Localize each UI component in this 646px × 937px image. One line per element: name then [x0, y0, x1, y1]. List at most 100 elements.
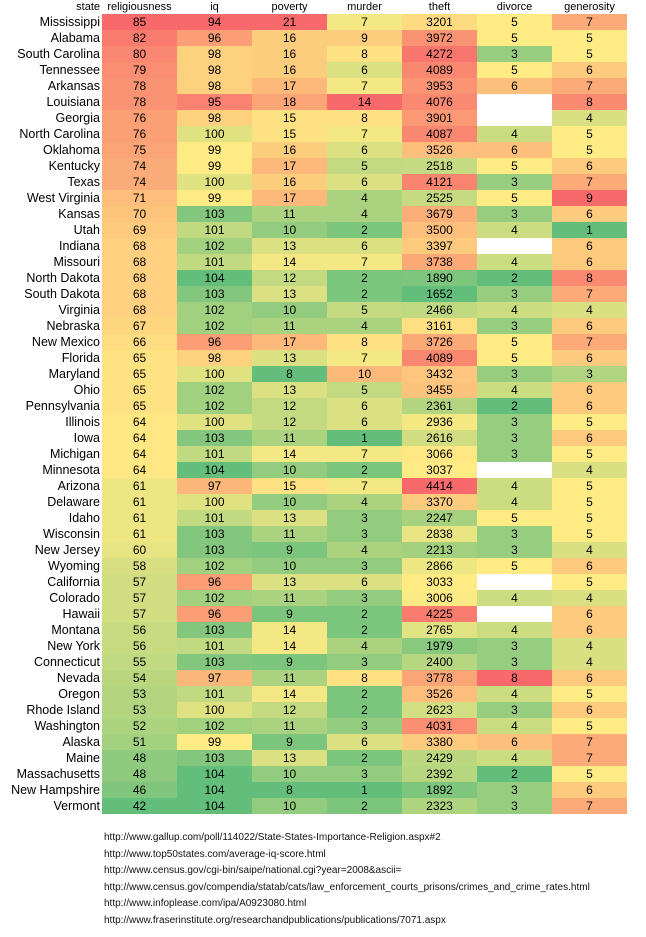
- cell-religiousness: 42: [102, 798, 177, 814]
- cell-divorce: 5: [477, 190, 552, 206]
- cell-religiousness: 48: [102, 750, 177, 766]
- cell-divorce: 3: [477, 542, 552, 558]
- cell-generosity: 8: [552, 270, 627, 286]
- cell-iq: 98: [177, 62, 252, 78]
- source-link[interactable]: http://www.gallup.com/poll/114022/State-…: [104, 832, 441, 843]
- source-link[interactable]: http://www.top50states.com/average-iq-sc…: [104, 848, 326, 860]
- cell-murder: 2: [327, 462, 402, 478]
- cell-generosity: 7: [552, 14, 627, 30]
- cell-poverty: 16: [252, 62, 327, 78]
- source-link[interactable]: http://www.infoplease.com/ipa/A0923080.h…: [104, 898, 307, 909]
- cell-generosity: 7: [552, 286, 627, 302]
- source-link[interactable]: http://www.fraserinstitute.org/researcha…: [104, 914, 446, 926]
- cell-divorce: 4: [477, 302, 552, 318]
- cell-murder: 1: [327, 430, 402, 446]
- cell-theft: 3455: [402, 382, 477, 398]
- cell-theft: 3901: [402, 110, 477, 126]
- cell-theft: 3500: [402, 222, 477, 238]
- cell-murder: 14: [327, 94, 402, 110]
- cell-iq: 96: [177, 574, 252, 590]
- cell-poverty: 13: [252, 382, 327, 398]
- source-link[interactable]: http://www.census.gov/cgi-bin/saipe/nati…: [104, 865, 402, 876]
- cell-iq: 100: [177, 126, 252, 142]
- cell-iq: 104: [177, 782, 252, 798]
- cell-murder: 2: [327, 222, 402, 238]
- cell-iq: 99: [177, 142, 252, 158]
- cell-theft: 2525: [402, 190, 477, 206]
- cell-religiousness: 53: [102, 702, 177, 718]
- cell-murder: 3: [327, 718, 402, 734]
- table-row: Kentucky 74 99 17 5 2518 5 6: [0, 158, 627, 174]
- cell-divorce: 5: [477, 158, 552, 174]
- cell-murder: 6: [327, 62, 402, 78]
- cell-murder: 7: [327, 446, 402, 462]
- cell-generosity: 6: [552, 670, 627, 686]
- table-row: Oregon 53 101 14 2 3526 4 5: [0, 686, 627, 702]
- cell-theft: 2247: [402, 510, 477, 526]
- cell-generosity: 4: [552, 110, 627, 126]
- cell-poverty: 11: [252, 318, 327, 334]
- cell-theft: 2623: [402, 702, 477, 718]
- cell-divorce: 8: [477, 670, 552, 686]
- cell-religiousness: 65: [102, 382, 177, 398]
- cell-divorce: 5: [477, 30, 552, 46]
- cell-poverty: 15: [252, 478, 327, 494]
- cell-generosity: 6: [552, 382, 627, 398]
- cell-murder: 4: [327, 206, 402, 222]
- cell-theft: 2323: [402, 798, 477, 814]
- cell-iq: 101: [177, 638, 252, 654]
- header-row: state religiousness iq poverty murder th…: [0, 0, 627, 14]
- cell-poverty: 12: [252, 270, 327, 286]
- table-row: Idaho 61 101 13 3 2247 5 5: [0, 510, 627, 526]
- cell-murder: 7: [327, 478, 402, 494]
- cell-theft: 3380: [402, 734, 477, 750]
- cell-divorce: 4: [477, 590, 552, 606]
- cell-poverty: 17: [252, 78, 327, 94]
- state-name: New Mexico: [0, 334, 102, 350]
- cell-poverty: 8: [252, 782, 327, 798]
- cell-generosity: 5: [552, 446, 627, 462]
- cell-murder: 4: [327, 542, 402, 558]
- cell-murder: 2: [327, 702, 402, 718]
- cell-generosity: 4: [552, 590, 627, 606]
- cell-generosity: 6: [552, 606, 627, 622]
- cell-divorce: 6: [477, 78, 552, 94]
- state-name: Massachusetts: [0, 766, 102, 782]
- cell-divorce: 4: [477, 686, 552, 702]
- state-name: New Jersey: [0, 542, 102, 558]
- cell-generosity: 5: [552, 30, 627, 46]
- cell-theft: 1890: [402, 270, 477, 286]
- table-row: Illinois 64 100 12 6 2936 3 5: [0, 414, 627, 430]
- cell-iq: 102: [177, 382, 252, 398]
- cell-religiousness: 54: [102, 670, 177, 686]
- cell-divorce: 3: [477, 702, 552, 718]
- column-header-murder: murder: [347, 1, 382, 13]
- cell-murder: 7: [327, 78, 402, 94]
- cell-religiousness: 61: [102, 494, 177, 510]
- table-row: Connecticut 55 103 9 3 2400 3 4: [0, 654, 627, 670]
- cell-generosity: 4: [552, 302, 627, 318]
- cell-theft: 2838: [402, 526, 477, 542]
- cell-religiousness: 57: [102, 606, 177, 622]
- cell-religiousness: 82: [102, 30, 177, 46]
- cell-divorce: 3: [477, 782, 552, 798]
- source-link[interactable]: http://www.census.gov/compendia/statab/c…: [104, 881, 590, 893]
- state-name: Indiana: [0, 238, 102, 254]
- cell-divorce: 3: [477, 638, 552, 654]
- cell-murder: 3: [327, 510, 402, 526]
- cell-murder: 6: [327, 734, 402, 750]
- table-row: Virginia 68 102 10 5 2466 4 4: [0, 302, 627, 318]
- cell-generosity: 7: [552, 174, 627, 190]
- cell-divorce: 3: [477, 318, 552, 334]
- cell-religiousness: 57: [102, 574, 177, 590]
- cell-poverty: 11: [252, 206, 327, 222]
- table-row: Arkansas 78 98 17 7 3953 6 7: [0, 78, 627, 94]
- cell-theft: 3679: [402, 206, 477, 222]
- cell-theft: 4121: [402, 174, 477, 190]
- cell-iq: 100: [177, 174, 252, 190]
- state-name: Florida: [0, 350, 102, 366]
- state-name: Hawaii: [0, 606, 102, 622]
- cell-iq: 97: [177, 670, 252, 686]
- cell-murder: 2: [327, 286, 402, 302]
- cell-generosity: 6: [552, 622, 627, 638]
